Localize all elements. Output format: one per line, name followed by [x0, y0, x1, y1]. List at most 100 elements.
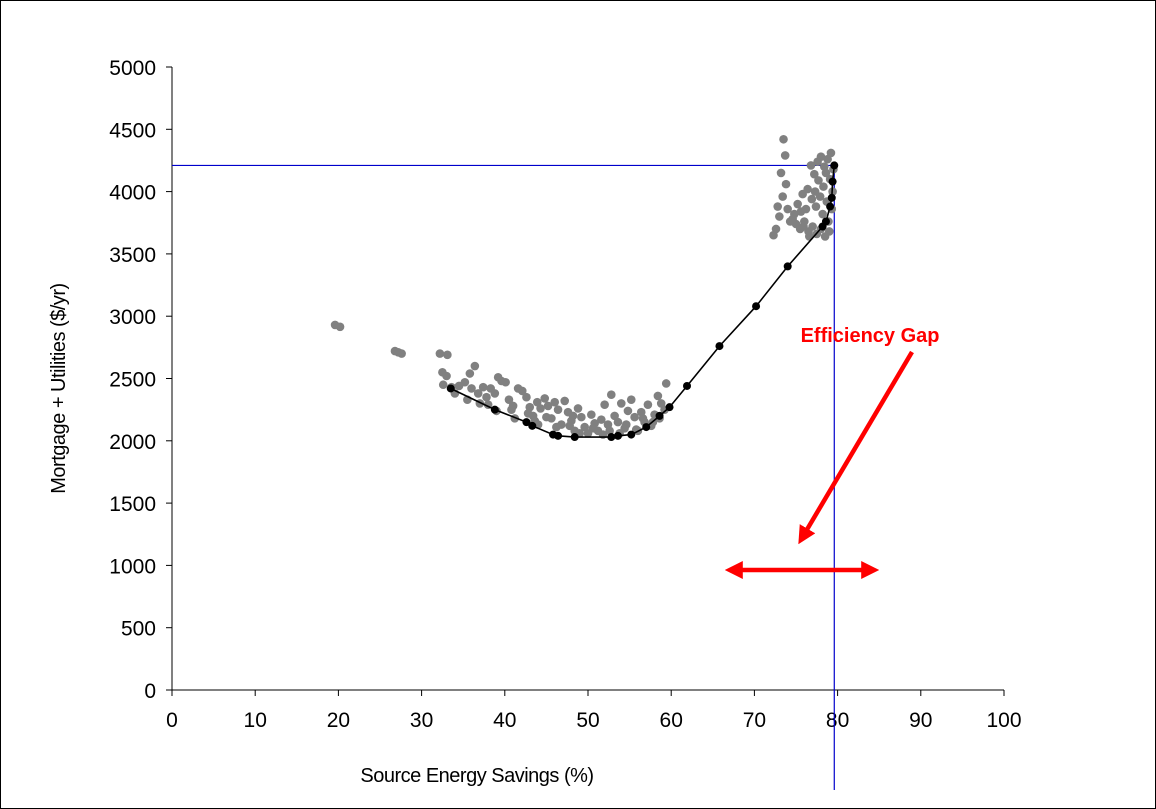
x-tick-label: 10	[244, 709, 267, 732]
option-point	[776, 168, 786, 178]
x-tick-label: 60	[660, 709, 683, 732]
option-point	[806, 161, 816, 170]
y-tick-label: 0	[144, 680, 156, 703]
option-point	[490, 389, 500, 398]
y-tick-label: 3500	[109, 244, 156, 267]
option-point	[522, 392, 531, 402]
option-point	[796, 207, 806, 216]
option-point	[597, 415, 606, 424]
frontier-series	[446, 161, 839, 442]
x-tick-label: 30	[410, 709, 433, 732]
option-point	[799, 222, 808, 231]
option-point	[501, 377, 510, 387]
option-point	[577, 412, 586, 422]
option-point	[616, 399, 626, 408]
option-point	[442, 371, 451, 381]
frontier-point	[665, 403, 674, 412]
option-point	[443, 350, 452, 360]
option-point	[808, 222, 817, 231]
option-point	[824, 227, 834, 236]
option-point	[621, 420, 631, 429]
frontier-point	[826, 202, 835, 211]
frontier-point	[490, 405, 499, 414]
option-point	[605, 426, 614, 436]
option-point	[540, 394, 550, 403]
x-tick-label: 100	[986, 709, 1021, 732]
option-point	[435, 349, 445, 358]
option-point	[626, 395, 636, 404]
option-point	[769, 230, 778, 240]
efficiency-gap-label: Efficiency Gap	[801, 325, 940, 347]
x-tick-label: 50	[576, 709, 599, 732]
option-point	[552, 422, 561, 432]
option-point	[460, 377, 470, 387]
x-tick-label: 70	[743, 709, 766, 732]
option-point	[542, 412, 551, 422]
option-point	[821, 168, 831, 178]
option-point	[643, 400, 653, 409]
x-tick-label: 40	[493, 709, 516, 732]
option-point	[517, 386, 527, 396]
option-point	[807, 194, 817, 204]
option-point	[623, 406, 633, 416]
option-point	[810, 169, 819, 179]
frontier-point	[627, 430, 636, 439]
frontier-point	[642, 423, 651, 432]
axes: 0 10 20 30 40 50 60 70 80 90 100050010001500200025…	[109, 57, 1021, 732]
option-point	[811, 202, 821, 211]
option-point	[653, 391, 663, 401]
option-point	[638, 414, 648, 423]
option-point	[470, 361, 480, 371]
frontier-point	[752, 302, 761, 311]
option-point	[565, 421, 574, 431]
frontier-point	[827, 193, 836, 202]
option-point	[779, 134, 788, 144]
option-point	[775, 212, 784, 221]
y-tick-label: 5000	[109, 57, 156, 80]
option-point	[783, 204, 792, 214]
frontier-point	[613, 431, 622, 440]
option-point	[814, 176, 823, 185]
y-tick-label: 2500	[109, 369, 156, 392]
annotations: Efficiency Gap	[724, 325, 940, 579]
option-point	[335, 322, 345, 332]
frontier-point	[830, 161, 839, 170]
y-tick-label: 4500	[109, 119, 156, 142]
option-point	[600, 400, 609, 409]
option-point	[467, 384, 476, 393]
y-tick-label: 500	[121, 618, 156, 641]
reference-lines	[172, 164, 835, 790]
x-tick-label: 90	[909, 709, 932, 732]
y-tick-label: 2000	[109, 431, 156, 454]
option-point	[785, 217, 795, 226]
option-point	[793, 199, 802, 209]
option-point	[780, 151, 790, 160]
frontier-point	[528, 421, 537, 430]
option-point	[438, 380, 448, 390]
option-point	[536, 404, 545, 413]
y-tick-label: 3000	[109, 306, 156, 329]
option-point	[606, 390, 616, 399]
option-point	[543, 401, 553, 411]
option-point	[816, 152, 826, 162]
frontier-point	[783, 262, 792, 271]
option-point	[587, 410, 596, 419]
option-point	[803, 184, 812, 194]
option-point	[781, 179, 791, 189]
option-point	[473, 389, 483, 398]
frontier-point	[655, 411, 664, 420]
frontier-point	[446, 384, 455, 393]
option-point	[778, 192, 787, 201]
option-point	[560, 396, 570, 406]
y-tick-label: 4000	[109, 182, 156, 205]
frontier-point	[607, 433, 616, 442]
option-point	[568, 411, 578, 421]
option-point	[588, 424, 598, 433]
frontier-point	[821, 217, 830, 226]
option-point	[818, 209, 827, 219]
frontier-point	[683, 381, 692, 390]
option-point	[819, 182, 828, 191]
option-point	[805, 232, 814, 241]
x-tick-label: 0	[166, 709, 178, 732]
frontier-point	[570, 433, 579, 442]
